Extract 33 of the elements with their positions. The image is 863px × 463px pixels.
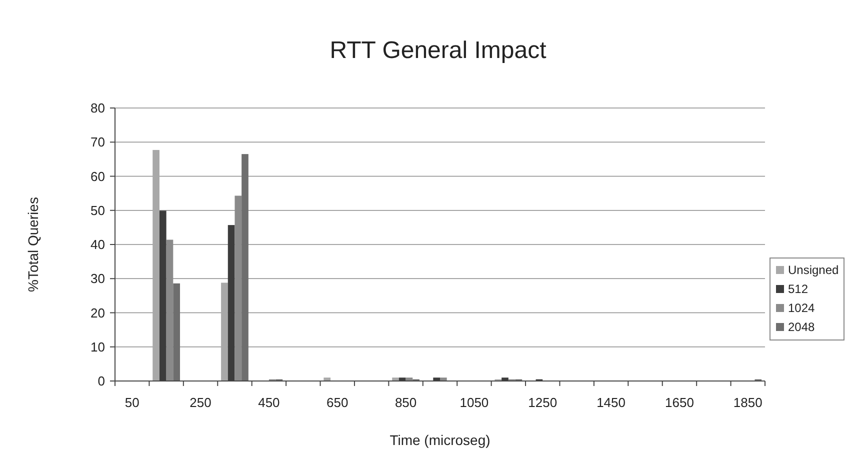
legend-label: 512 (788, 282, 808, 296)
bar (392, 378, 399, 381)
bar (242, 154, 248, 381)
y-tick-label: 10 (90, 339, 105, 354)
x-axis-title: Time (microseg) (390, 432, 490, 448)
bar (324, 378, 331, 381)
x-tick-label: 50 (124, 395, 140, 410)
x-tick-label: 1650 (665, 395, 694, 410)
bar (221, 282, 228, 381)
legend-label: Unsigned (788, 263, 839, 278)
y-axis-title: %Total Queries (25, 197, 41, 292)
y-tick-label: 20 (90, 305, 105, 320)
bar (173, 283, 180, 381)
x-tick-label: 1850 (733, 395, 762, 410)
y-tick-label: 30 (90, 271, 105, 286)
legend-label: 2048 (788, 320, 816, 334)
bar (440, 378, 447, 381)
y-tick-label: 70 (90, 134, 105, 150)
x-tick-label: 250 (190, 395, 212, 410)
x-tick-label: 1050 (460, 395, 489, 410)
bar (152, 150, 160, 381)
x-tick-label: 850 (394, 395, 417, 410)
x-tick-label: 1250 (528, 395, 558, 410)
y-tick-label: 60 (90, 168, 105, 184)
x-tick-label: 450 (258, 395, 280, 410)
y-tick-label: 50 (90, 202, 105, 218)
chart-title: RTT General Impact (330, 37, 547, 64)
y-tick-label: 0 (98, 374, 105, 389)
legend-label: 1024 (788, 301, 816, 316)
x-tick-label: 650 (326, 395, 348, 410)
y-tick-label: 80 (90, 100, 105, 116)
y-tick-label: 40 (90, 237, 105, 252)
x-tick-label: 1450 (596, 395, 626, 410)
